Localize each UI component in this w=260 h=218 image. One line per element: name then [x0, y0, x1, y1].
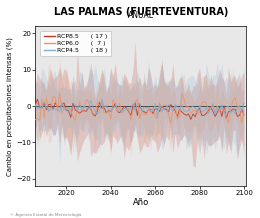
Title: LAS PALMAS (FUERTEVENTURA): LAS PALMAS (FUERTEVENTURA) [54, 7, 228, 17]
Legend: RCP8.5      ( 17 ), RCP6.0      (  7 ), RCP4.5      ( 18 ): RCP8.5 ( 17 ), RCP6.0 ( 7 ), RCP4.5 ( 18… [41, 31, 111, 56]
Text: © Agencia Estatal de Meteorología: © Agencia Estatal de Meteorología [10, 213, 82, 217]
X-axis label: Año: Año [133, 198, 149, 207]
Y-axis label: Cambio en precipitaciones intensas (%): Cambio en precipitaciones intensas (%) [7, 37, 14, 175]
Text: ANUAL: ANUAL [128, 11, 154, 20]
